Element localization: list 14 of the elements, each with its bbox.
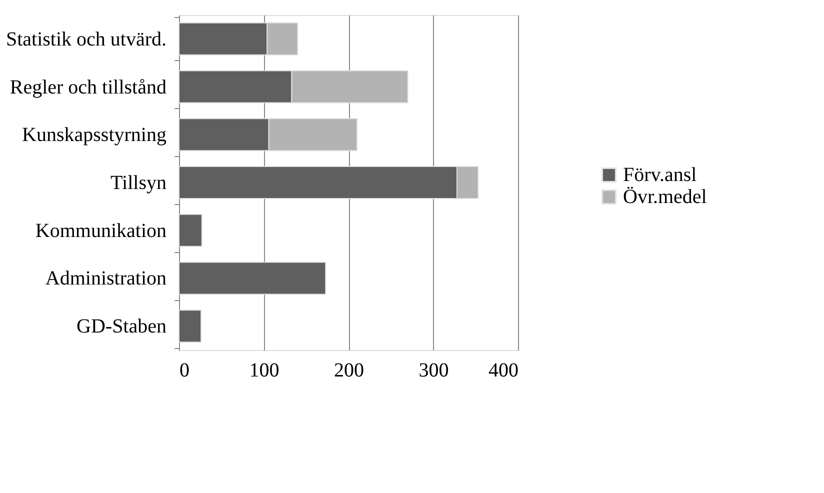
y-tick-label: GD-Staben	[76, 316, 166, 338]
y-tick-label: Tillsyn	[110, 172, 166, 194]
legend-label: Övr.medel	[623, 186, 708, 208]
y-tick-label: Regler och tillstånd	[10, 76, 166, 98]
x-tick-label: 200	[334, 360, 364, 382]
x-tick-label: 100	[249, 360, 280, 382]
x-tick-label: 300	[418, 360, 449, 382]
y-tick-label: Kommunikation	[35, 220, 166, 242]
y-tick-label: Administration	[45, 268, 166, 290]
x-tick-label: 400	[488, 360, 518, 382]
legend-label: Förv.ansl	[623, 164, 698, 186]
x-tick-label: 0	[180, 360, 190, 382]
y-tick-label: Statistik och utvärd.	[6, 28, 166, 50]
y-tick-label: Kunskapsstyrning	[22, 124, 166, 146]
